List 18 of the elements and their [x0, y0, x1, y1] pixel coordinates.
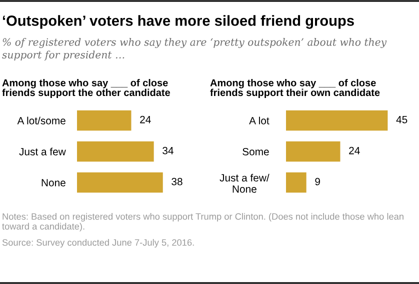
chart-title: Among those who say ___ of close friends support the other candidate [2, 79, 170, 98]
y-tick-label: Just a few/ None [220, 174, 270, 193]
text: Notes: Based on registered voters who support Trump or Clinton. (Does not include those who lean toward a candidate). [2, 213, 404, 232]
y-tick-label: None [42, 179, 66, 186]
data-label: 9 [315, 178, 320, 186]
data-label: 24 [349, 146, 360, 154]
y-tick-label: A lot/some [17, 116, 66, 124]
data-label: 34 [162, 146, 174, 154]
text: % of registered voters who say they are ‘pretty outspoken’ about who they support for president … [2, 38, 387, 60]
source-note: Source: Survey conducted June 7-July 5, 2016. [2, 239, 194, 248]
data-label: 45 [396, 116, 408, 124]
text: ‘Outspoken’ voters have more siloed friend groups [2, 15, 354, 29]
data-label: 38 [172, 178, 182, 186]
y-tick-label: A lot [249, 116, 270, 124]
data-label: 24 [140, 116, 151, 124]
y-tick-label: Just a few [19, 148, 66, 156]
chart-title: Among those who say ___ of close friends support their own candidate [210, 79, 380, 98]
y-tick-label: Some [242, 148, 269, 156]
